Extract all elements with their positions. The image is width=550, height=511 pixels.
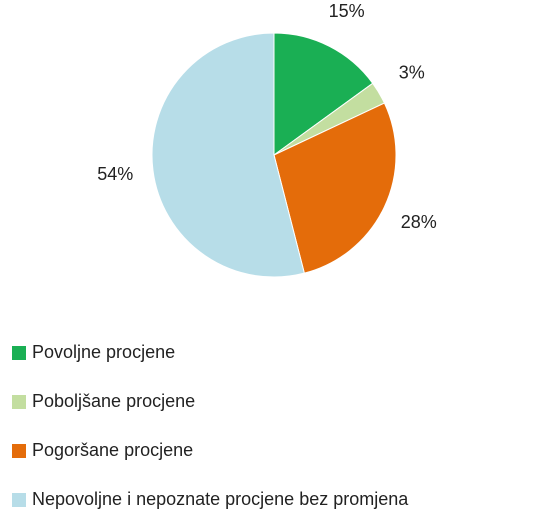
legend-label: Nepovoljne i nepoznate procjene bez prom…	[32, 489, 409, 509]
legend-swatch	[12, 395, 26, 409]
data-label: 3%	[399, 62, 425, 82]
legend-swatch	[12, 346, 26, 360]
legend-label: Povoljne procjene	[32, 342, 175, 362]
legend-label: Pogoršane procjene	[32, 440, 193, 460]
pie-slice	[273, 102, 397, 274]
data-label: 15%	[329, 1, 365, 21]
legend-swatch	[12, 444, 26, 458]
legend-label: Poboljšane procjene	[32, 391, 195, 411]
data-label: 28%	[401, 212, 437, 232]
legend-swatch	[12, 493, 26, 507]
data-label: 54%	[97, 164, 133, 184]
pie-slice	[151, 32, 305, 278]
pie-slice	[273, 32, 374, 156]
